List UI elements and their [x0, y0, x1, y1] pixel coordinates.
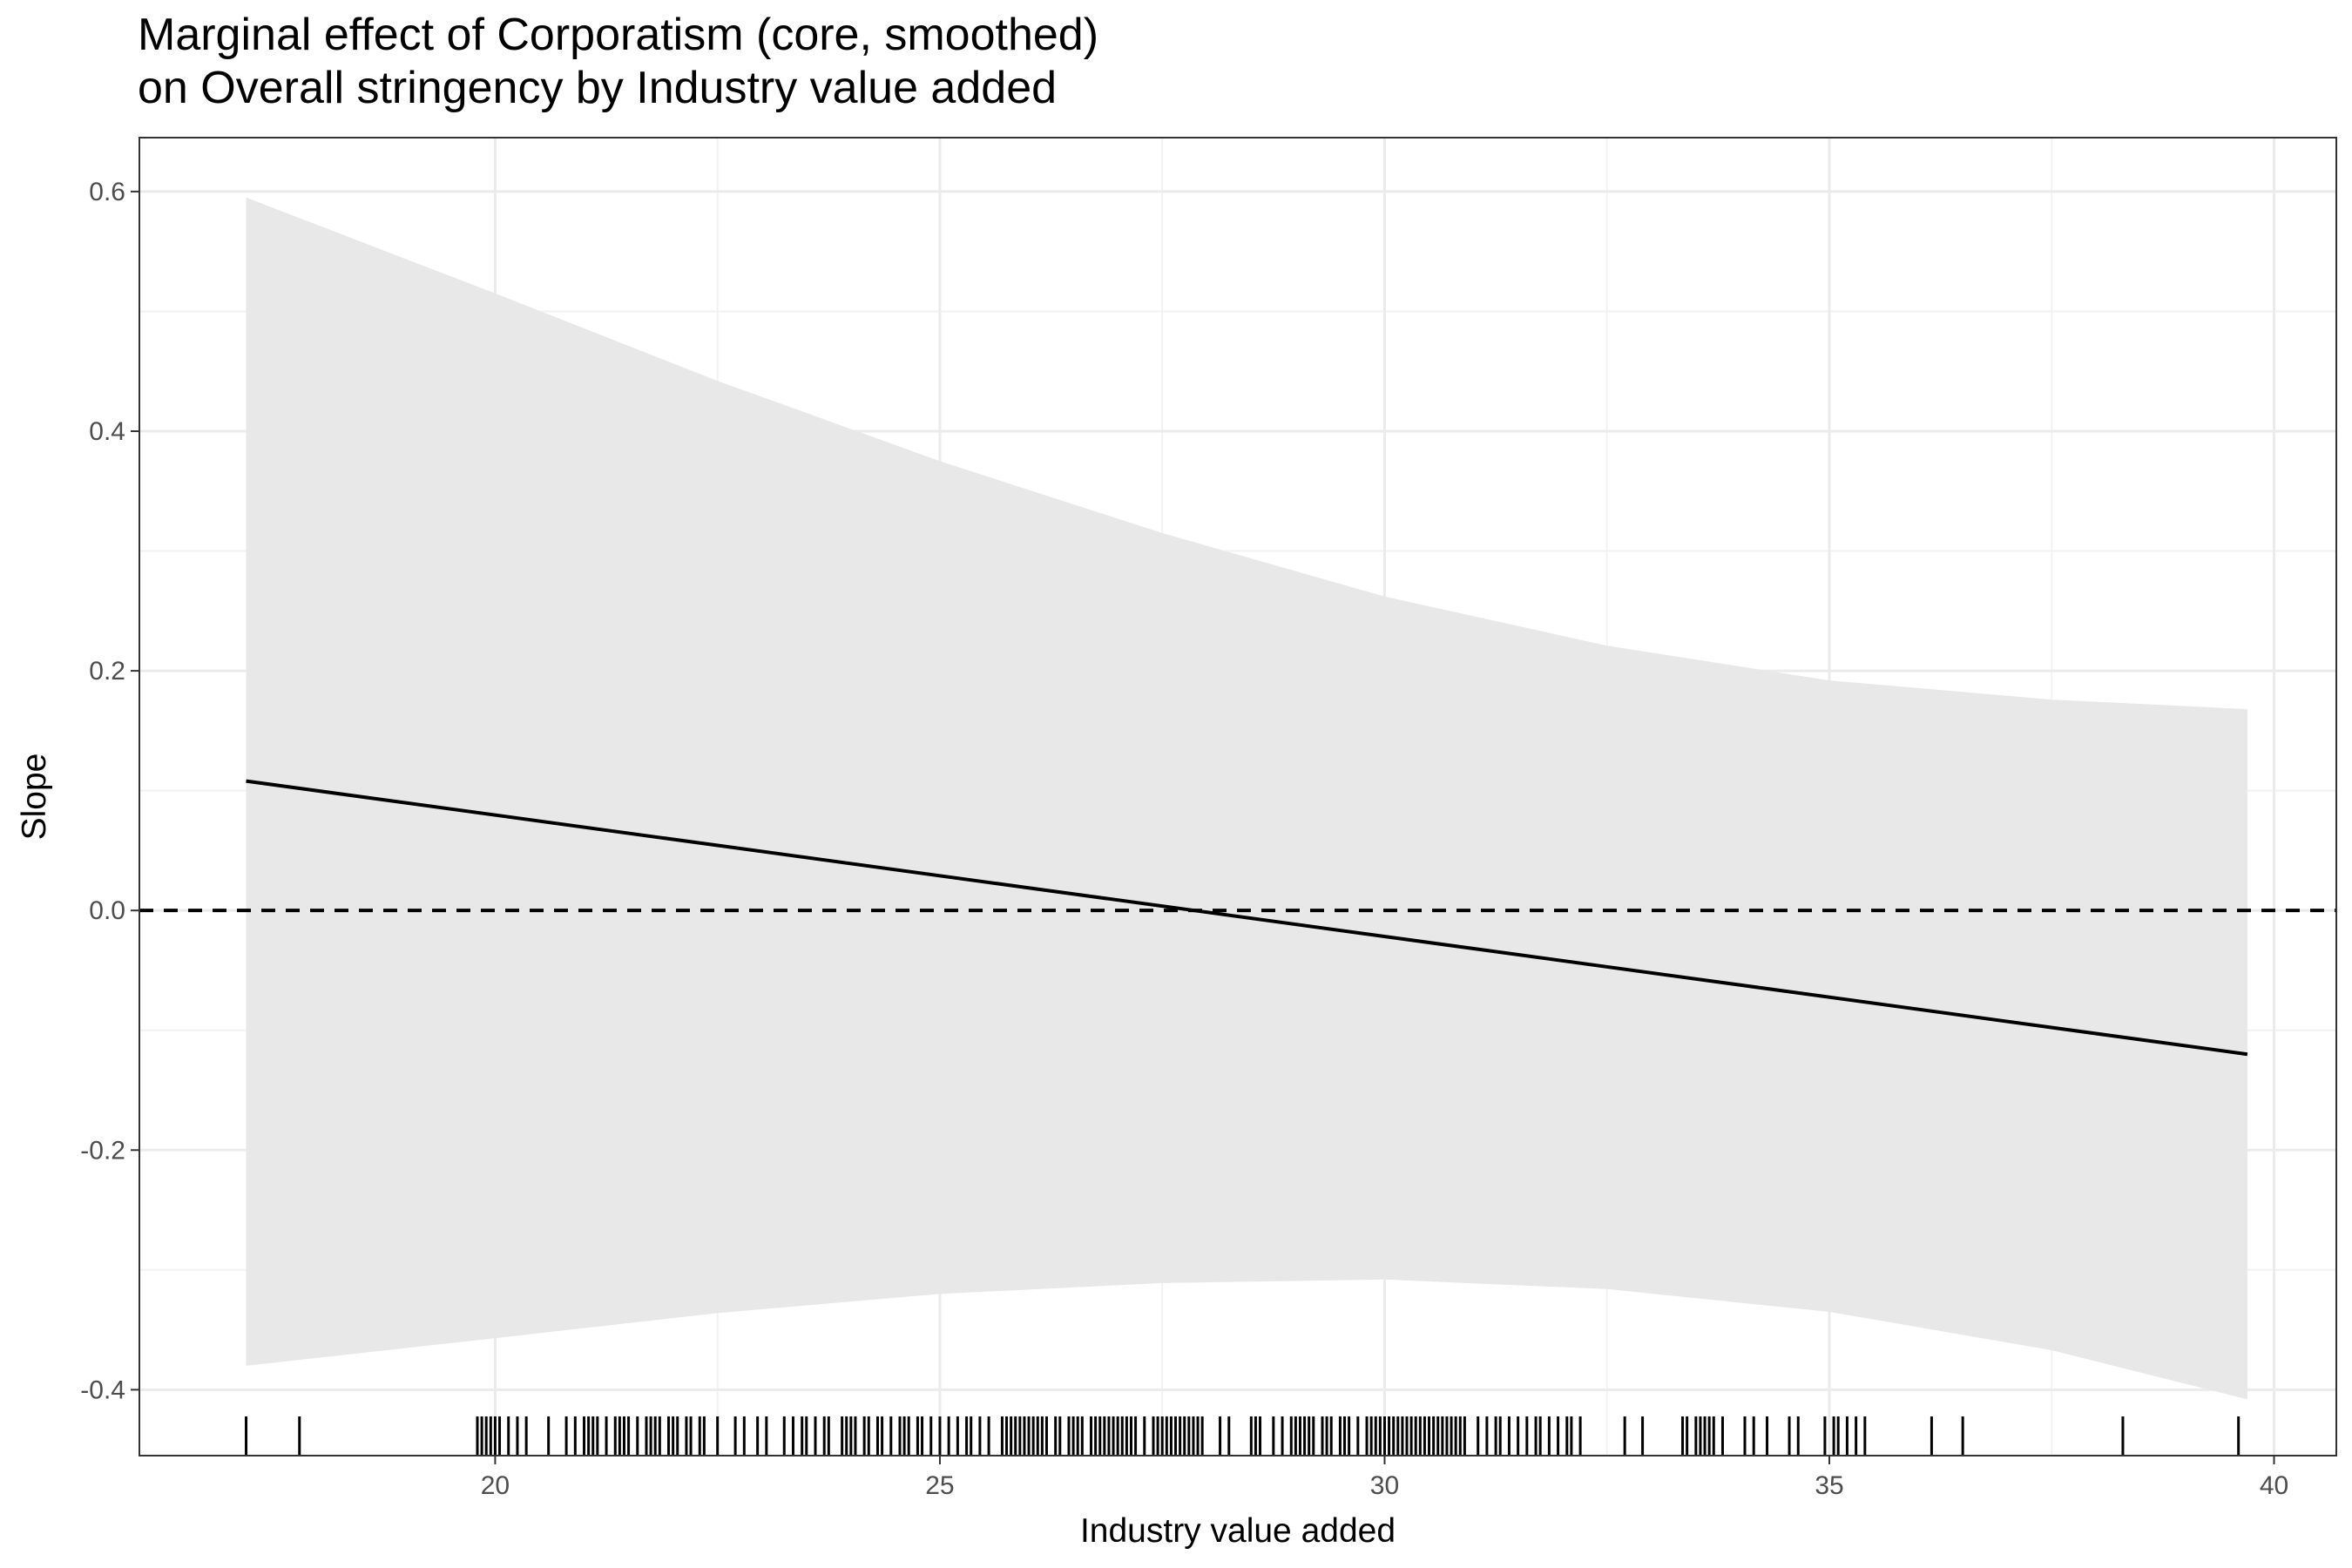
slope-line-layer: [246, 779, 2248, 1057]
x-tick-label: 40: [2260, 1471, 2288, 1500]
confidence-ribbon: [246, 197, 2247, 1400]
y-tick-label: 0.6: [89, 178, 125, 206]
panel-border: [139, 137, 2337, 1456]
y-tick-label: -0.4: [80, 1375, 125, 1404]
y-tick-label: -0.2: [80, 1136, 125, 1165]
x-tick-label: 30: [1370, 1471, 1399, 1500]
y-axis-title: Slope: [16, 754, 53, 841]
confidence-band: [246, 197, 2247, 1400]
slope-line: [246, 779, 2248, 1057]
y-tick-label: 0.0: [89, 896, 125, 925]
x-axis-title: Industry value added: [1080, 1512, 1396, 1550]
x-tick-label: 25: [925, 1471, 954, 1500]
y-tick-label: 0.4: [89, 417, 125, 446]
chart-title: Marginal effect of Corporatism (core, sm…: [138, 10, 1099, 113]
y-axis: -0.4 -0.2 0.0 0.2 0.4 0.6: [80, 178, 139, 1404]
x-tick-label: 35: [1815, 1471, 1843, 1500]
x-axis: 20 25 30 35 40: [481, 1456, 2288, 1500]
rug-marks: [245, 1416, 2240, 1456]
x-tick-label: 20: [481, 1471, 510, 1500]
y-tick-label: 0.2: [89, 657, 125, 686]
